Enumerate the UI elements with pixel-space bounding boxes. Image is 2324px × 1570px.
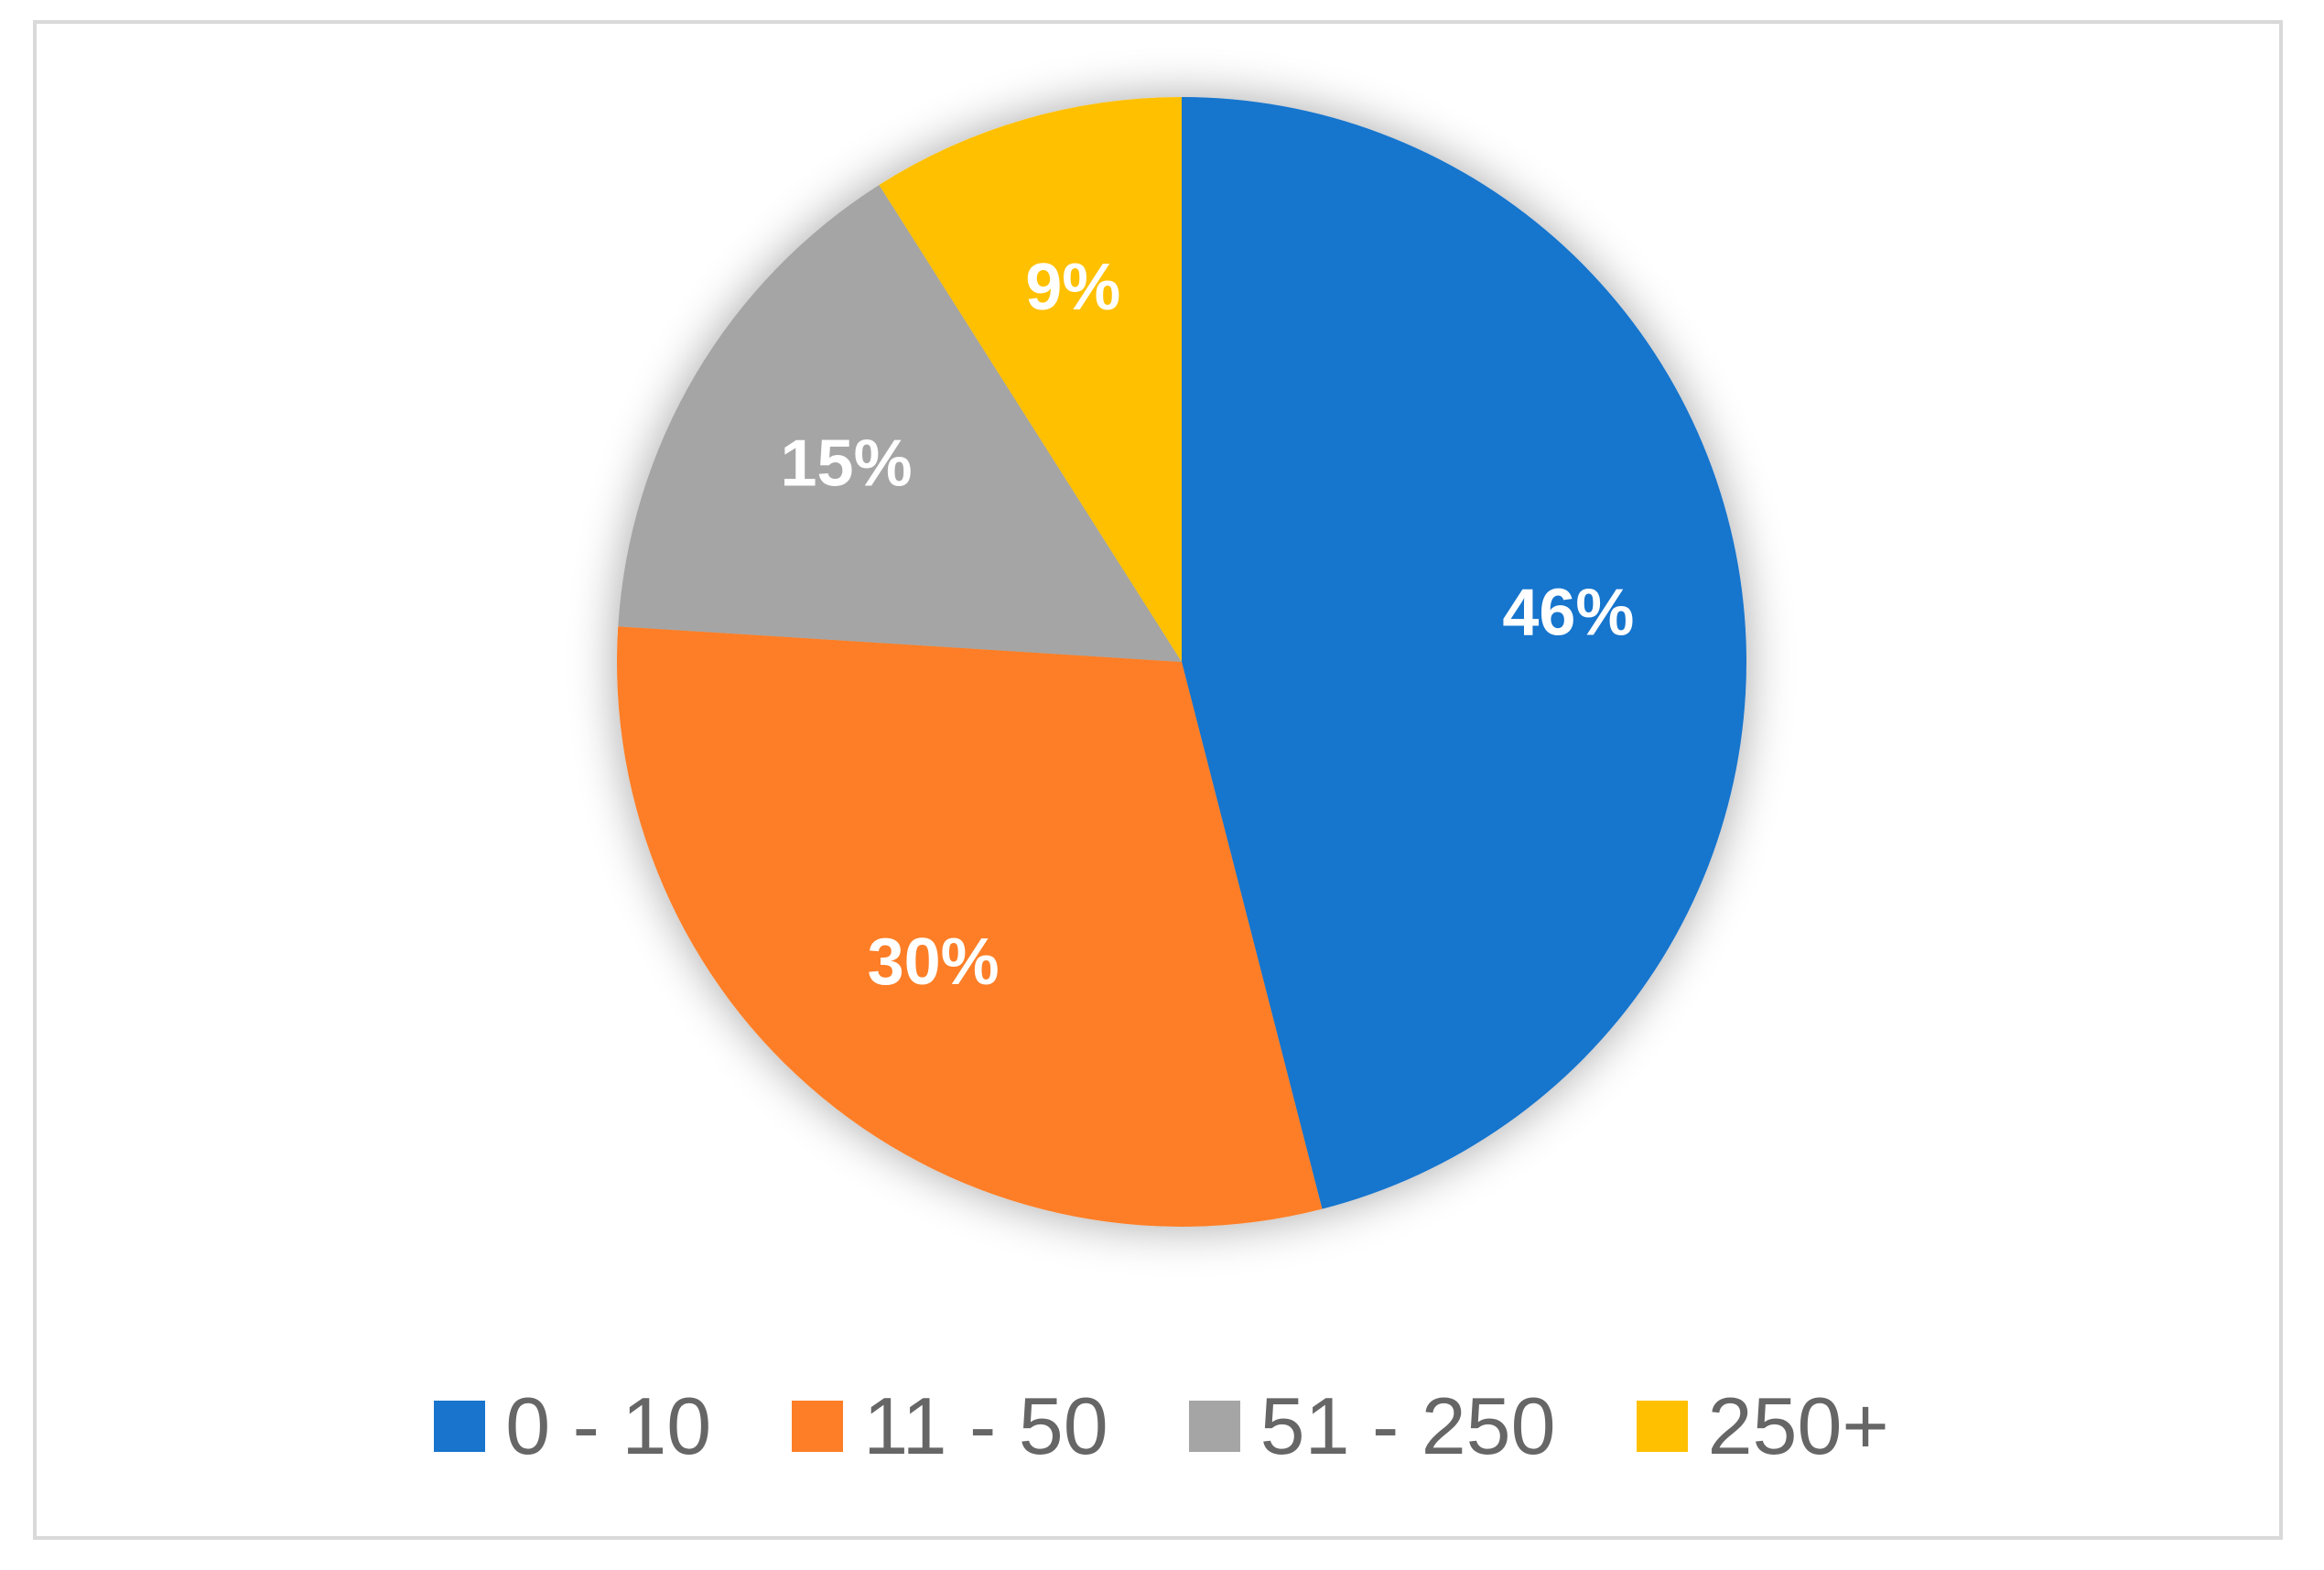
legend-item: 250+ <box>1636 1381 1889 1471</box>
legend-swatch <box>434 1401 486 1452</box>
pie-slice <box>616 626 1323 1227</box>
pie-slice <box>879 97 1182 662</box>
legend-item: 0 - 10 <box>434 1386 711 1467</box>
legend-label: 250+ <box>1707 1381 1889 1471</box>
slice-data-label: 46% <box>1502 577 1634 650</box>
pie-slices <box>616 97 1746 1227</box>
slice-data-label: 30% <box>868 926 1000 999</box>
legend-item: 51 - 250 <box>1188 1381 1556 1471</box>
legend-label: 51 - 250 <box>1259 1381 1556 1471</box>
legend-label: 11 - 50 <box>863 1381 1108 1471</box>
slice-data-label: 9% <box>1025 251 1120 324</box>
pie-slice <box>618 185 1182 662</box>
legend-label: 0 - 10 <box>505 1381 712 1471</box>
chart-frame: 46% 30% 15% 9% 0 - 10 11 - 50 51 - 250 250+ <box>33 20 2283 1540</box>
pie-chart: 46% 30% 15% 9% <box>616 97 1746 1227</box>
legend-item: 11 - 50 <box>792 1386 1108 1467</box>
pie-data-labels: 46% 30% 15% 9% <box>781 251 1635 999</box>
legend-swatch <box>1188 1401 1240 1452</box>
legend-swatch <box>792 1401 844 1452</box>
chart-legend: 0 - 10 11 - 50 51 - 250 250+ <box>37 1386 2286 1467</box>
pie-slice <box>1182 97 1746 1209</box>
slice-data-label: 15% <box>781 427 913 500</box>
legend-swatch <box>1636 1401 1688 1452</box>
